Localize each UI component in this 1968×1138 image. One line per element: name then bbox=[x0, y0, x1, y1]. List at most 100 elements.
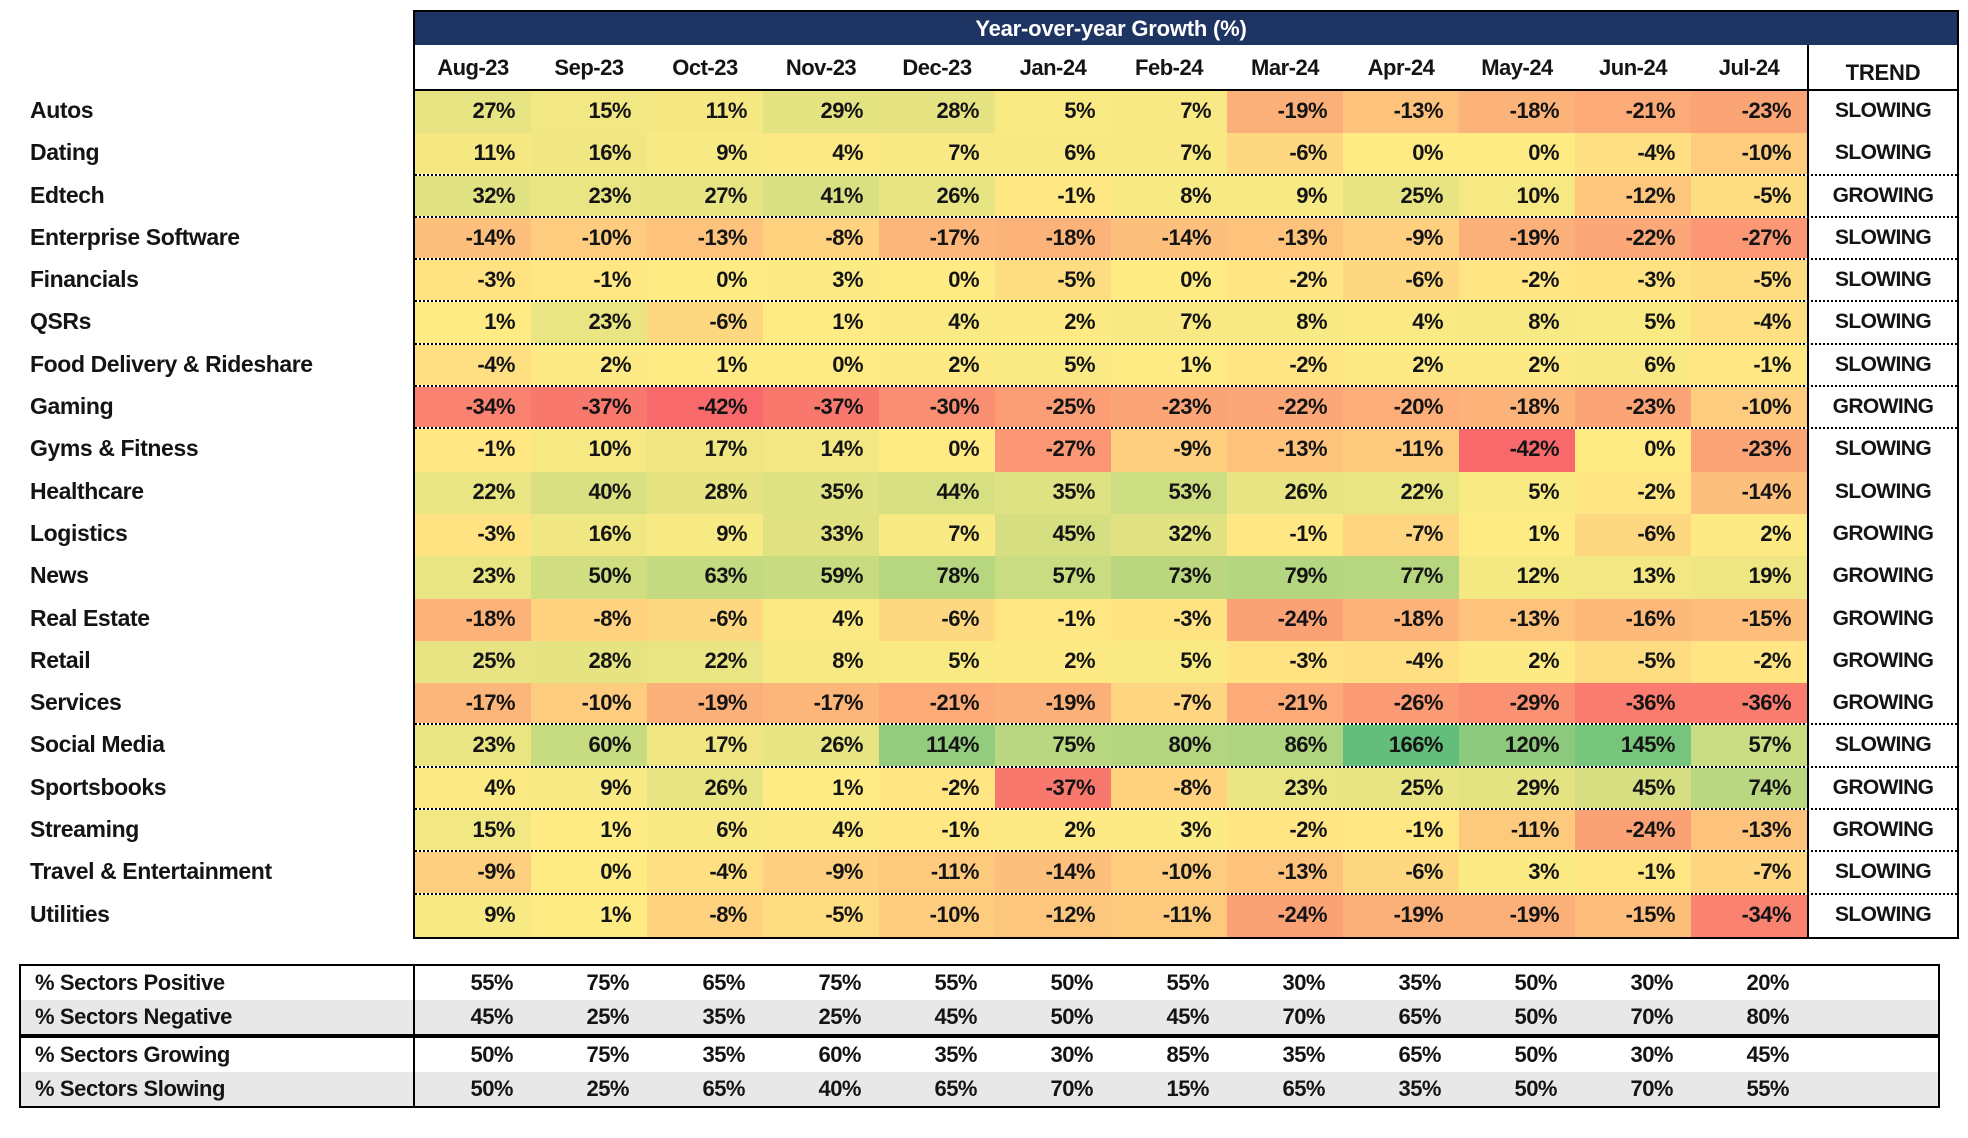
heatmap-cell: 2% bbox=[995, 640, 1111, 684]
month-header: Mar-24 bbox=[1251, 55, 1319, 80]
heatmap-cell: 23% bbox=[531, 175, 647, 216]
summary-cell: 50% bbox=[1514, 1004, 1557, 1029]
sector-label: Logistics bbox=[30, 519, 128, 546]
summary-cell: 50% bbox=[470, 1042, 513, 1067]
heatmap-cell: 8% bbox=[1227, 302, 1343, 343]
heatmap-cell: 53% bbox=[1111, 471, 1227, 514]
heatmap-cell: 1% bbox=[1459, 513, 1575, 557]
heatmap-cell: -22% bbox=[1227, 387, 1343, 428]
heatmap-cell: 45% bbox=[1575, 767, 1691, 809]
heatmap-cell: -37% bbox=[763, 387, 879, 428]
summary-cell: 50% bbox=[1514, 1076, 1557, 1101]
heatmap-cell: -1% bbox=[531, 260, 647, 301]
summary-cell: 50% bbox=[1514, 1042, 1557, 1067]
heatmap-body: 27% 15% 11% 29% 28% 5% 7% -19% -13% -18% -21% -23% S… bbox=[415, 91, 1957, 937]
heatmap-cell: -8% bbox=[1111, 767, 1227, 809]
heatmap-cell: -19% bbox=[647, 683, 763, 724]
heatmap-cell: -37% bbox=[531, 387, 647, 428]
sector-label: Healthcare bbox=[30, 477, 144, 504]
heatmap-cell: 23% bbox=[415, 556, 531, 599]
heatmap-cell: -9% bbox=[415, 852, 531, 893]
heatmap-cell: 26% bbox=[879, 175, 995, 216]
heatmap-cell: -17% bbox=[763, 683, 879, 724]
heatmap-cell: -18% bbox=[415, 598, 531, 641]
heatmap-cell: 2% bbox=[995, 810, 1111, 851]
trend-cell: SLOWING bbox=[1807, 894, 1957, 937]
heatmap-cell: -1% bbox=[995, 175, 1111, 216]
heatmap-cell: 80% bbox=[1111, 725, 1227, 766]
heatmap-cell: 11% bbox=[647, 91, 763, 134]
heatmap-cell: -18% bbox=[995, 217, 1111, 259]
heatmap-cell: -21% bbox=[1575, 91, 1691, 134]
month-header: Jul-24 bbox=[1718, 55, 1780, 80]
heatmap-cell: 0% bbox=[1343, 133, 1459, 174]
heatmap-cell: -24% bbox=[1227, 894, 1343, 937]
heatmap-cell: 9% bbox=[647, 513, 763, 557]
summary-cell: 70% bbox=[1630, 1004, 1673, 1029]
heatmap-cell: -8% bbox=[647, 894, 763, 937]
heatmap-cell: 22% bbox=[415, 471, 531, 514]
heatmap-cell: 0% bbox=[1111, 260, 1227, 301]
summary-row: % Sectors Growing 50% 75% 35% 60% 35% 30% 85% 35… bbox=[21, 1038, 1938, 1072]
summary-cell: 35% bbox=[702, 1042, 745, 1067]
summary-cell: 65% bbox=[1398, 1004, 1441, 1029]
sector-label: Streaming bbox=[30, 816, 139, 843]
heatmap-cell: 22% bbox=[647, 640, 763, 684]
summary-cell: 65% bbox=[702, 970, 745, 995]
heatmap-cell: 6% bbox=[647, 810, 763, 851]
heatmap-cell: -6% bbox=[1575, 513, 1691, 557]
heatmap-cell: 1% bbox=[531, 894, 647, 937]
heatmap-cell: -14% bbox=[995, 852, 1111, 893]
month-header: Sep-23 bbox=[554, 55, 624, 80]
summary-cell: 45% bbox=[470, 1004, 513, 1029]
heatmap-cell: -3% bbox=[415, 260, 531, 301]
heatmap-cell: -16% bbox=[1575, 598, 1691, 641]
heatmap-cell: -1% bbox=[995, 598, 1111, 641]
heatmap-cell: -4% bbox=[1691, 302, 1807, 343]
heatmap-cell: -13% bbox=[1691, 810, 1807, 851]
heatmap-cell: -2% bbox=[1459, 260, 1575, 301]
summary-cell: 40% bbox=[818, 1076, 861, 1101]
table-title: Year-over-year Growth (%) bbox=[975, 16, 1247, 41]
heatmap-cell: 63% bbox=[647, 556, 763, 599]
sector-label: Food Delivery & Rideshare bbox=[30, 350, 313, 377]
heatmap-cell: -6% bbox=[647, 302, 763, 343]
summary-row: % Sectors Negative 45% 25% 35% 25% 45% 50% 45% 7… bbox=[21, 1000, 1938, 1034]
heatmap-cell: 4% bbox=[763, 598, 879, 641]
summary-cell: 75% bbox=[586, 970, 629, 995]
heatmap-cell: -15% bbox=[1691, 598, 1807, 641]
heatmap-cell: 86% bbox=[1227, 725, 1343, 766]
heatmap-cell: -19% bbox=[1459, 217, 1575, 259]
heatmap-cell: -10% bbox=[1111, 852, 1227, 893]
sector-label: Social Media bbox=[30, 731, 165, 758]
heatmap-cell: -14% bbox=[415, 217, 531, 259]
heatmap-cell: 27% bbox=[415, 91, 531, 134]
heatmap-cell: 5% bbox=[1459, 471, 1575, 514]
heatmap-cell: -13% bbox=[1459, 598, 1575, 641]
heatmap-cell: -19% bbox=[1459, 894, 1575, 937]
heatmap-cell: -1% bbox=[1227, 513, 1343, 557]
heatmap-cell: -10% bbox=[531, 683, 647, 724]
month-header: Dec-23 bbox=[902, 55, 972, 80]
heatmap-cell: 1% bbox=[415, 302, 531, 343]
heatmap-cell: 28% bbox=[647, 471, 763, 514]
heatmap-cell: 75% bbox=[995, 725, 1111, 766]
sector-label: Financials bbox=[30, 266, 139, 293]
heatmap-row: 32% 23% 27% 41% 26% -1% 8% 9% 25% 10% -12% -5% GROWI… bbox=[415, 175, 1957, 218]
sector-label: Autos bbox=[30, 97, 94, 123]
summary-box: % Sectors Growing 50% 75% 35% 60% 35% 30% 85% 35… bbox=[19, 1036, 1940, 1108]
heatmap-cell: -34% bbox=[1691, 894, 1807, 937]
month-header: Jan-24 bbox=[1019, 55, 1087, 80]
heatmap-cell: -18% bbox=[1343, 598, 1459, 641]
sector-label: Dating bbox=[30, 139, 100, 166]
heatmap-cell: 41% bbox=[763, 175, 879, 216]
heatmap-cell: 2% bbox=[531, 344, 647, 386]
month-header: Apr-24 bbox=[1367, 55, 1435, 80]
heatmap-cell: 35% bbox=[995, 471, 1111, 514]
heatmap-row: 11% 16% 9% 4% 7% 6% 7% -6% 0% 0% -4% -10% SLOWING bbox=[415, 133, 1957, 176]
heatmap-cell: 14% bbox=[763, 429, 879, 472]
month-header: May-24 bbox=[1481, 55, 1553, 80]
summary-cell: 30% bbox=[1630, 970, 1673, 995]
trend-cell: SLOWING bbox=[1807, 725, 1957, 766]
heatmap-cell: 19% bbox=[1691, 556, 1807, 599]
